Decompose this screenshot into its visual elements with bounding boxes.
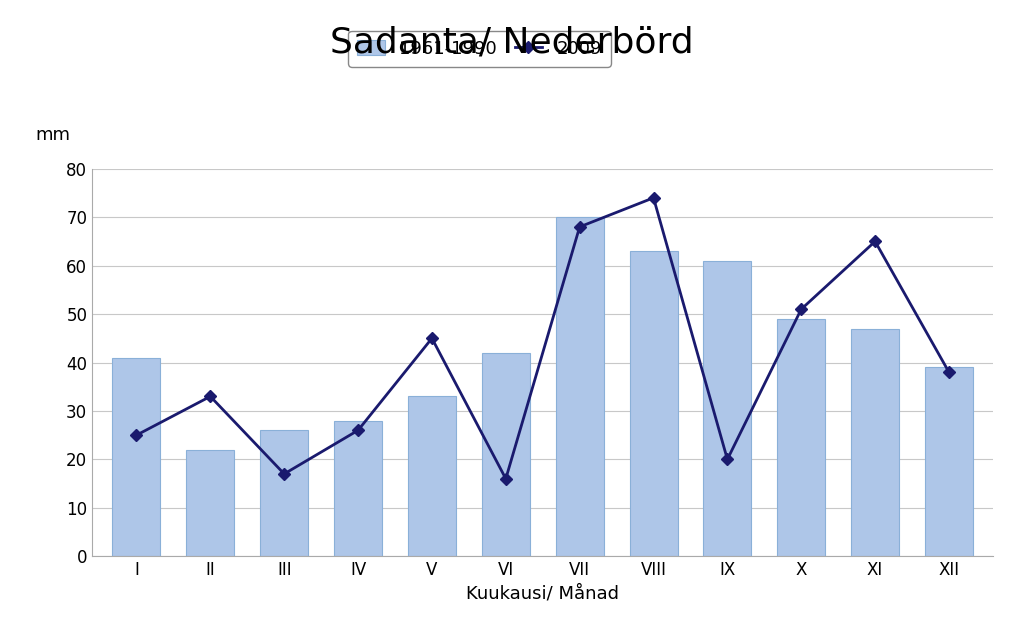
Bar — [851, 329, 899, 556]
Bar — [186, 450, 234, 556]
Bar — [408, 396, 456, 556]
Bar — [556, 217, 604, 556]
Bar — [703, 261, 752, 556]
Bar — [334, 421, 382, 556]
Bar — [777, 319, 825, 556]
X-axis label: Kuukausi/ Månad: Kuukausi/ Månad — [466, 584, 620, 602]
Bar — [925, 368, 973, 556]
Bar — [481, 352, 529, 556]
Legend: 1961-1990, 2009: 1961-1990, 2009 — [348, 31, 611, 67]
Bar — [260, 430, 308, 556]
Text: mm: mm — [36, 126, 71, 144]
Text: Sadanta/ Nederbörd: Sadanta/ Nederbörd — [330, 25, 694, 59]
Bar — [113, 357, 161, 556]
Bar — [630, 251, 678, 556]
